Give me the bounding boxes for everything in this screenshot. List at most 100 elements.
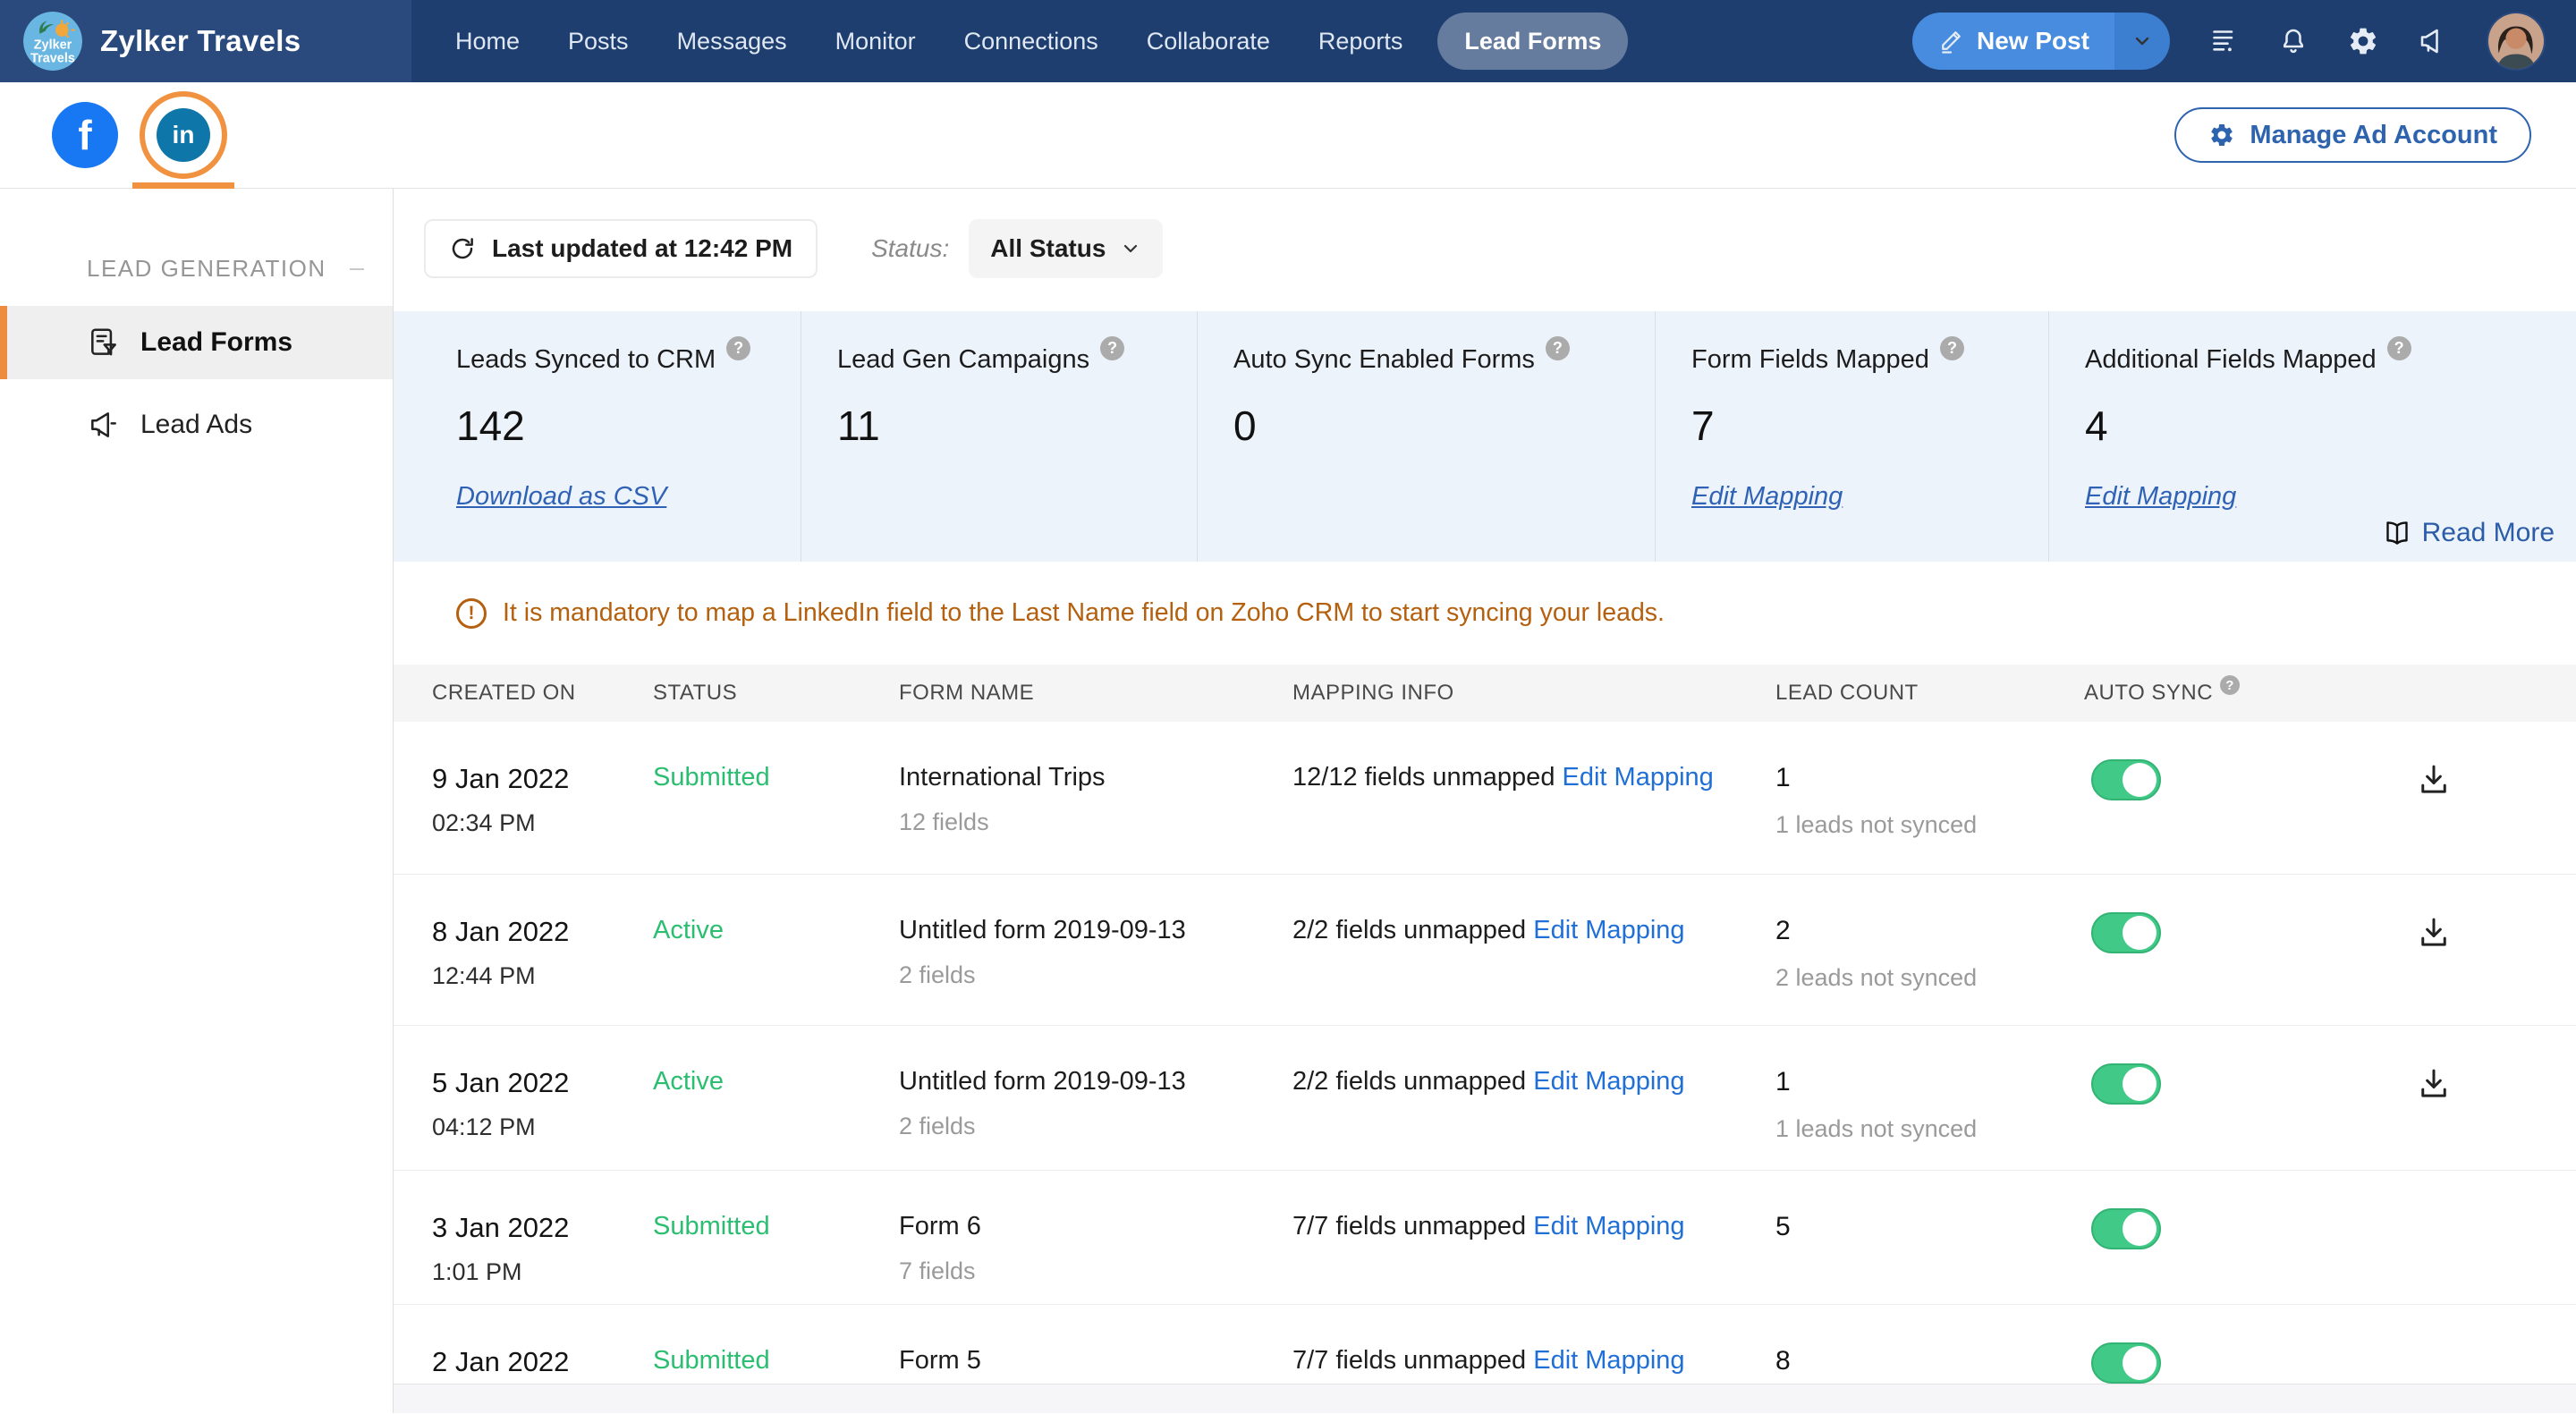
table-row: 9 Jan 2022 02:34 PM Submitted Internation… xyxy=(394,722,2576,875)
logo-text-line1: Zylker xyxy=(34,38,72,52)
cell-form-name: Form 5 xyxy=(899,1346,981,1375)
cell-actions xyxy=(2415,916,2576,1025)
stat-card-auto-sync-enabled: Auto Sync Enabled Forms? 0 xyxy=(1197,311,1655,562)
toggle-knob xyxy=(2123,916,2157,950)
lead-generation-label: LEAD GENERATION xyxy=(87,255,326,282)
activity-feed-icon[interactable] xyxy=(2207,25,2240,57)
edit-mapping-link[interactable]: Edit Mapping xyxy=(1533,1346,1685,1375)
cell-auto-sync xyxy=(2084,1208,2415,1304)
edit-mapping-link[interactable]: Edit Mapping xyxy=(2085,482,2237,511)
toolbar: Last updated at 12:42 PM Status: All Sta… xyxy=(424,219,2576,278)
cell-lead-count: 8 xyxy=(1775,1346,1791,1376)
sidebar-item-lead-ads[interactable]: Lead Ads xyxy=(0,388,393,461)
download-as-csv-link[interactable]: Download as CSV xyxy=(456,482,667,511)
nav-item-connections[interactable]: Connections xyxy=(963,27,1098,55)
stat-label: Form Fields Mapped xyxy=(1691,345,1929,374)
col-mapping-info: MAPPING INFO xyxy=(1292,681,1454,705)
nav-item-messages[interactable]: Messages xyxy=(676,27,787,55)
settings-gear-icon[interactable] xyxy=(2347,25,2379,57)
col-auto-sync: AUTO SYNC? xyxy=(2084,675,2415,706)
sidebar: LEAD GENERATION Lead Forms Lead Ads xyxy=(0,189,394,1413)
status-filter-label: Status: xyxy=(871,234,950,262)
help-icon[interactable]: ? xyxy=(1100,336,1125,360)
brand-block: Zylker Travels Zylker Travels xyxy=(0,0,411,82)
linkedin-selected-ring[interactable]: in xyxy=(140,91,227,179)
read-more-label: Read More xyxy=(2421,518,2555,547)
cell-mapping-info: 2/2 fields unmapped Edit Mapping xyxy=(1292,916,1685,944)
warning-text: It is mandatory to map a LinkedIn field … xyxy=(503,598,1665,627)
edit-mapping-link[interactable]: Edit Mapping xyxy=(1533,1212,1685,1240)
help-icon[interactable]: ? xyxy=(1939,336,1964,360)
stat-card-lead-gen-campaigns: Lead Gen Campaigns? 11 xyxy=(801,311,1197,562)
cell-auto-sync xyxy=(2084,912,2415,1025)
nav-item-monitor[interactable]: Monitor xyxy=(835,27,916,55)
facebook-channel-icon[interactable]: f xyxy=(52,102,118,168)
table-header: CREATED ON STATUS FORM NAME MAPPING INFO… xyxy=(394,665,2576,722)
download-leads-icon[interactable] xyxy=(2415,761,2453,799)
chevron-down-icon xyxy=(1124,244,1138,253)
auto-sync-toggle-on[interactable] xyxy=(2091,1208,2161,1249)
help-icon[interactable]: ? xyxy=(1545,336,1570,360)
help-icon[interactable]: ? xyxy=(726,336,751,360)
help-icon[interactable]: ? xyxy=(2386,336,2411,360)
auto-sync-toggle-on[interactable] xyxy=(2091,759,2161,800)
edit-mapping-link[interactable]: Edit Mapping xyxy=(1691,482,1843,511)
mandatory-mapping-warning: ! It is mandatory to map a LinkedIn fiel… xyxy=(394,562,2576,665)
main-nav-menu: Home Posts Messages Monitor Connections … xyxy=(431,13,1629,70)
nav-item-home[interactable]: Home xyxy=(455,27,521,55)
cell-created-on: 9 Jan 2022 02:34 PM xyxy=(432,763,570,836)
cell-auto-sync xyxy=(2084,759,2415,874)
brand-name: Zylker Travels xyxy=(100,24,301,57)
status-filter-value: All Status xyxy=(990,234,1106,262)
download-leads-icon[interactable] xyxy=(2415,914,2453,952)
cell-actions xyxy=(2415,763,2576,874)
cell-lead-count: 5 xyxy=(1775,1212,1791,1241)
stat-label: Additional Fields Mapped xyxy=(2085,345,2377,374)
auto-sync-toggle-on[interactable] xyxy=(2091,912,2161,953)
last-updated-label: Last updated at 12:42 PM xyxy=(492,234,793,262)
manage-ad-account-label: Manage Ad Account xyxy=(2250,120,2497,149)
col-created-on: CREATED ON xyxy=(432,681,576,705)
new-post-dropdown[interactable] xyxy=(2114,13,2170,70)
new-post-button[interactable]: New Post xyxy=(1911,13,2170,70)
edit-mapping-link[interactable]: Edit Mapping xyxy=(1533,1067,1685,1096)
read-more-link[interactable]: Read More xyxy=(2381,517,2555,549)
edit-mapping-link[interactable]: Edit Mapping xyxy=(1562,763,1714,792)
edit-mapping-link[interactable]: Edit Mapping xyxy=(1533,916,1685,944)
help-icon[interactable]: ? xyxy=(2220,675,2241,695)
col-form-name: FORM NAME xyxy=(899,681,1035,705)
status-filter-dropdown[interactable]: All Status xyxy=(969,219,1164,278)
stat-value: 0 xyxy=(1233,402,1257,449)
auto-sync-toggle-on[interactable] xyxy=(2091,1342,2161,1384)
nav-item-lead-forms-active[interactable]: Lead Forms xyxy=(1437,13,1629,70)
auto-sync-header-label: AUTO SYNC xyxy=(2084,681,2214,705)
zylker-travels-logo-icon: Zylker Travels xyxy=(23,12,82,71)
nav-right: New Post xyxy=(1911,12,2576,71)
notifications-bell-icon[interactable] xyxy=(2277,25,2309,57)
megaphone-icon xyxy=(91,412,116,437)
col-status: STATUS xyxy=(653,681,738,705)
cell-created-on: 3 Jan 2022 1:01 PM xyxy=(432,1212,570,1285)
last-updated-refresh-button[interactable]: Last updated at 12:42 PM xyxy=(424,219,818,278)
manage-ad-account-button[interactable]: Manage Ad Account xyxy=(2174,107,2531,163)
stat-value: 7 xyxy=(1691,402,1715,449)
nav-item-reports[interactable]: Reports xyxy=(1318,27,1403,55)
download-leads-icon[interactable] xyxy=(2415,1065,2453,1103)
pencil-icon xyxy=(1942,31,1961,54)
cell-form-name: Untitled form 2019-09-13 2 fields xyxy=(899,1067,1186,1139)
nav-item-posts[interactable]: Posts xyxy=(568,27,629,55)
sidebar-item-lead-forms[interactable]: Lead Forms xyxy=(0,306,393,379)
facebook-glyph: f xyxy=(78,112,92,158)
channel-bar: f in Manage Ad Account xyxy=(0,82,2576,189)
announcements-megaphone-icon[interactable] xyxy=(2417,25,2449,57)
stats-panel: Leads Synced to CRM? 142 Download as CSV… xyxy=(394,311,2576,562)
user-avatar[interactable] xyxy=(2487,12,2546,71)
cell-actions xyxy=(2415,1067,2576,1170)
stat-card-form-fields-mapped: Form Fields Mapped? 7 Edit Mapping xyxy=(1655,311,2048,562)
new-post-main[interactable]: New Post xyxy=(1911,13,2114,70)
nav-item-collaborate[interactable]: Collaborate xyxy=(1146,27,1270,55)
auto-sync-toggle-on[interactable] xyxy=(2091,1063,2161,1105)
